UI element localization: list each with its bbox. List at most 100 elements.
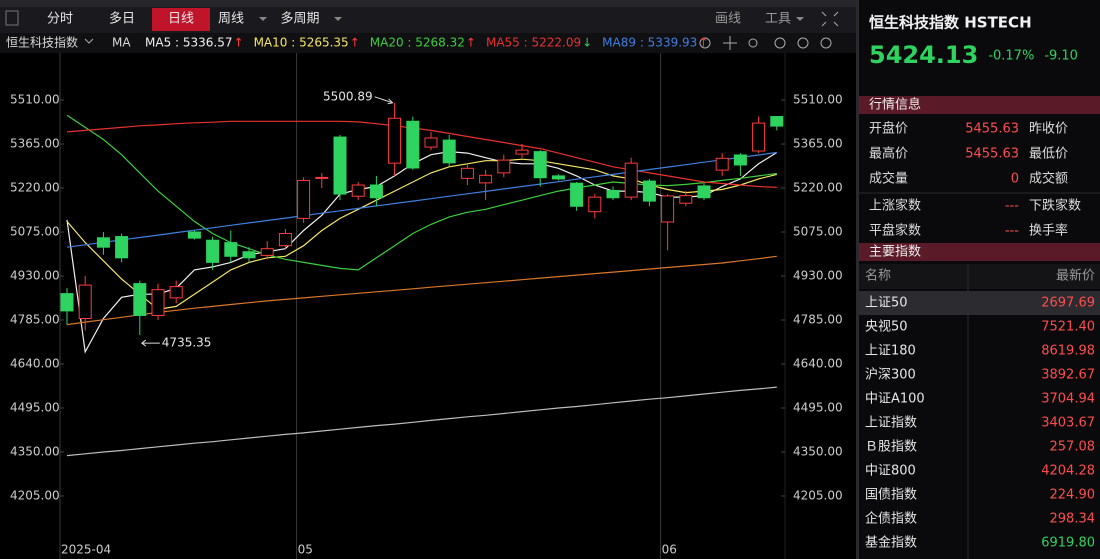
ma-line — [66, 151, 777, 248]
candle-body — [424, 137, 438, 148]
candle-body — [497, 159, 511, 174]
section-header — [859, 243, 1100, 261]
candle-body — [661, 195, 675, 223]
candle-body — [169, 286, 183, 299]
icon[interactable] — [84, 38, 94, 44]
info-label: 上涨家数 — [869, 198, 921, 214]
candle-body — [260, 248, 274, 256]
index-value[interactable]: 2697.69 — [1041, 296, 1095, 311]
active-tab-bg — [152, 8, 210, 31]
legend-bar — [0, 33, 856, 53]
candle-body — [533, 151, 547, 179]
candle-body — [460, 167, 474, 179]
index-name[interactable]: 上证180 — [865, 344, 916, 359]
info-label: 换手率 — [1029, 223, 1068, 239]
indicator-name[interactable]: MA — [112, 36, 131, 50]
top-strip — [0, 0, 856, 7]
candle-body — [697, 185, 711, 199]
index-value[interactable]: 257.08 — [1050, 440, 1096, 455]
x-tick-label: 06 — [662, 543, 677, 557]
index-value[interactable]: 224.90 — [1050, 488, 1096, 503]
tool[interactable]: 画线 — [715, 12, 741, 27]
index-name[interactable]: 基金指数 — [865, 535, 917, 551]
column-header: 名称 — [865, 268, 891, 284]
index-name[interactable]: 国债指数 — [865, 488, 917, 503]
index-value[interactable]: 3403.67 — [1041, 416, 1095, 431]
candle-body — [624, 162, 638, 198]
tab[interactable]: 日线 — [168, 12, 194, 27]
index-value[interactable]: 4204.28 — [1041, 464, 1095, 479]
y-tick-label: 4640.00 — [793, 356, 843, 370]
tab[interactable]: 分时 — [47, 12, 73, 27]
icon[interactable] — [820, 37, 832, 49]
index-name[interactable]: 沪深300 — [865, 367, 916, 383]
info-label: 开盘价 — [869, 121, 908, 137]
quote-change: -9.10 — [1044, 49, 1078, 64]
candle-body — [351, 184, 365, 197]
index-name[interactable]: 中证A100 — [865, 392, 925, 407]
index-value[interactable]: 8619.98 — [1041, 344, 1095, 359]
index-name[interactable]: 企债指数 — [865, 511, 917, 527]
tab[interactable]: 周线 — [218, 12, 244, 27]
legend-trend: ↑ — [234, 36, 244, 50]
info-value: --- — [1005, 224, 1019, 239]
info-label: 最高价 — [869, 146, 908, 162]
extreme-arrow — [374, 96, 394, 105]
ma-line — [66, 150, 778, 354]
index-value[interactable]: 3892.67 — [1041, 368, 1095, 383]
icon[interactable] — [774, 37, 786, 49]
icon[interactable] — [821, 11, 839, 27]
ma-line — [66, 158, 777, 311]
index-value[interactable]: 3704.94 — [1041, 392, 1095, 407]
legend-entry: MA20 : 5268.32 — [370, 36, 465, 50]
info-value: 5455.63 — [965, 147, 1019, 162]
info-value: 0 — [1011, 172, 1019, 187]
index-name[interactable]: Ｂ股指数 — [865, 440, 917, 455]
selected-row-bg[interactable] — [859, 291, 1100, 315]
y-tick-label: 5365.00 — [793, 137, 843, 151]
quote-name: 恒生科技指数 HSTECH — [869, 14, 1032, 32]
index-value[interactable]: 6919.80 — [1041, 536, 1095, 551]
index-name[interactable]: 中证800 — [865, 464, 916, 479]
ma-line — [66, 255, 777, 326]
y-tick-label: 4930.00 — [10, 269, 60, 283]
index-name[interactable]: 上证指数 — [865, 416, 917, 431]
dropdown-arrow — [334, 17, 342, 21]
icon[interactable] — [723, 36, 737, 50]
quote-change-pct: -0.17% — [988, 49, 1034, 64]
tool[interactable]: 工具 — [765, 12, 791, 27]
y-tick-label: 5510.00 — [10, 93, 60, 107]
icon[interactable] — [797, 37, 809, 49]
y-tick-label: 4785.00 — [793, 313, 843, 327]
candle-body — [151, 289, 165, 316]
candle-body — [315, 176, 329, 179]
candle-body — [278, 233, 292, 247]
y-tick-label: 5365.00 — [10, 137, 60, 151]
candle-body — [115, 236, 129, 259]
candle-body — [333, 136, 347, 195]
legend-trend: ↑ — [698, 36, 708, 50]
index-value[interactable]: 298.34 — [1050, 512, 1096, 527]
icon[interactable] — [748, 38, 758, 48]
candle-body — [60, 293, 74, 312]
ma-line — [66, 114, 777, 271]
y-tick-label: 5075.00 — [10, 225, 60, 239]
tab[interactable]: 多日 — [109, 11, 135, 27]
candle-body — [369, 184, 383, 199]
index-name[interactable]: 上证50 — [865, 296, 908, 311]
section-title: 行情信息 — [869, 97, 921, 113]
dropdown-arrow — [259, 17, 267, 21]
candle-body — [78, 284, 92, 319]
index-value[interactable]: 7521.40 — [1041, 320, 1095, 335]
info-label: 最低价 — [1029, 147, 1068, 162]
icon[interactable] — [699, 37, 711, 49]
tab[interactable]: 多周期 — [280, 11, 319, 27]
y-tick-label: 4495.00 — [793, 400, 843, 414]
index-name[interactable]: 央视50 — [865, 320, 908, 335]
y-tick-label: 4205.00 — [10, 488, 60, 502]
candle-body — [297, 179, 311, 219]
sidebar-toggle[interactable] — [5, 10, 19, 26]
candle-body — [715, 157, 729, 171]
candle-body — [224, 242, 238, 257]
